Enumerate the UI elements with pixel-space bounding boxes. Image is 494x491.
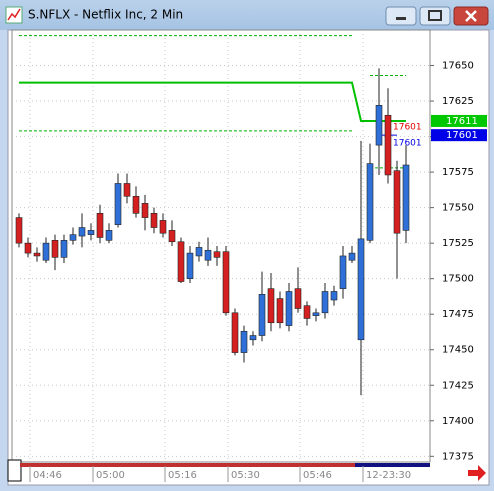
candle-body (357, 238, 365, 341)
candle-body (60, 240, 68, 258)
candle-body (78, 227, 86, 237)
candle-body (96, 213, 104, 238)
y-tick-label: 17650 (442, 61, 474, 72)
time-strip-past (20, 463, 355, 467)
candle-body (51, 240, 59, 258)
y-tick-label: 17425 (442, 380, 474, 391)
candle-body (87, 230, 95, 235)
candle-body (267, 288, 275, 324)
candle-body (213, 251, 221, 258)
x-tick-label: 05:16 (168, 470, 197, 481)
x-tick-label: 05:30 (231, 470, 260, 481)
candle-body (375, 105, 383, 146)
x-tick-label: 12-23:30 (366, 470, 411, 481)
scroll-arrow[interactable] (468, 465, 486, 481)
candle-body (249, 335, 257, 341)
y-tick-label: 17450 (442, 345, 474, 356)
maximize-button[interactable] (419, 6, 451, 26)
price-tag-label: 17601 (446, 130, 478, 141)
window-title: S.NFLX - Netflix Inc, 2 Min (28, 8, 183, 22)
plot-area (11, 29, 431, 463)
trend-line (19, 81, 406, 122)
y-tick-label: 17400 (442, 416, 474, 427)
price-tag (431, 114, 487, 127)
candle-body (168, 230, 176, 243)
x-tick-label: 05:00 (96, 470, 125, 481)
y-tick-label: 17525 (442, 238, 474, 249)
candle-body (24, 242, 32, 254)
x-tick-label: 04:46 (33, 470, 62, 481)
candle-body (69, 234, 77, 241)
candle-body (366, 163, 374, 241)
candle-body (312, 312, 320, 316)
candle-body (240, 330, 248, 353)
candle-body (177, 241, 185, 282)
corner-box[interactable] (7, 459, 22, 482)
minimize-button[interactable] (385, 6, 417, 26)
candle-body (42, 242, 50, 261)
candle-body (159, 220, 167, 234)
candle-body (276, 298, 284, 324)
candle-body (303, 305, 311, 319)
window-icon-glyph (7, 8, 21, 21)
candle-body (348, 252, 356, 261)
time-strip-current (355, 463, 430, 467)
plot-layer: 17375 17400 17425 17450 17475 17500 17525 17550… (12, 30, 487, 482)
x-tick-label: 05:46 (303, 470, 332, 481)
minimize-glyph (396, 17, 406, 20)
price-tag-label: 17611 (446, 116, 478, 127)
candle-body (195, 247, 203, 257)
candle-body (384, 114, 392, 176)
candle-body (321, 291, 329, 314)
candle-body (15, 217, 23, 244)
y-tick-label: 17575 (442, 167, 474, 178)
candle-body (33, 252, 41, 257)
candle-body (204, 249, 212, 261)
candle-body (393, 170, 401, 234)
y-tick-label: 17625 (442, 96, 474, 107)
candle-body (339, 255, 347, 289)
candle-body (114, 183, 122, 225)
y-tick-label: 17375 (442, 451, 474, 462)
candle-body (222, 251, 230, 314)
y-tick-label: 17550 (442, 203, 474, 214)
y-tick-label: 17500 (442, 274, 474, 285)
candle-body (294, 288, 302, 309)
candle-body (285, 291, 293, 326)
candle-body (123, 183, 131, 197)
candle-body (141, 203, 149, 218)
y-tick-label: 17475 (442, 309, 474, 320)
price-annotation: 17601 (393, 139, 422, 149)
price-tag (431, 129, 487, 142)
candle-body (186, 252, 194, 279)
price-annotation: 17601 (393, 123, 422, 133)
candle-body (330, 291, 338, 301)
candle-body (231, 312, 239, 353)
candle-body (258, 294, 266, 336)
maximize-glyph (428, 10, 442, 21)
candle-body (132, 195, 140, 214)
candle-body (402, 164, 410, 231)
candle-body (105, 230, 113, 241)
candle-body (150, 213, 158, 228)
close-glyph (465, 10, 477, 22)
